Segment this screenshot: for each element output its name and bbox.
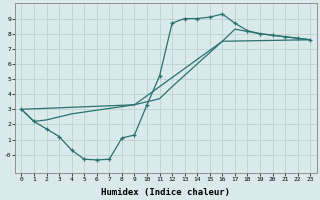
X-axis label: Humidex (Indice chaleur): Humidex (Indice chaleur) — [101, 188, 230, 197]
